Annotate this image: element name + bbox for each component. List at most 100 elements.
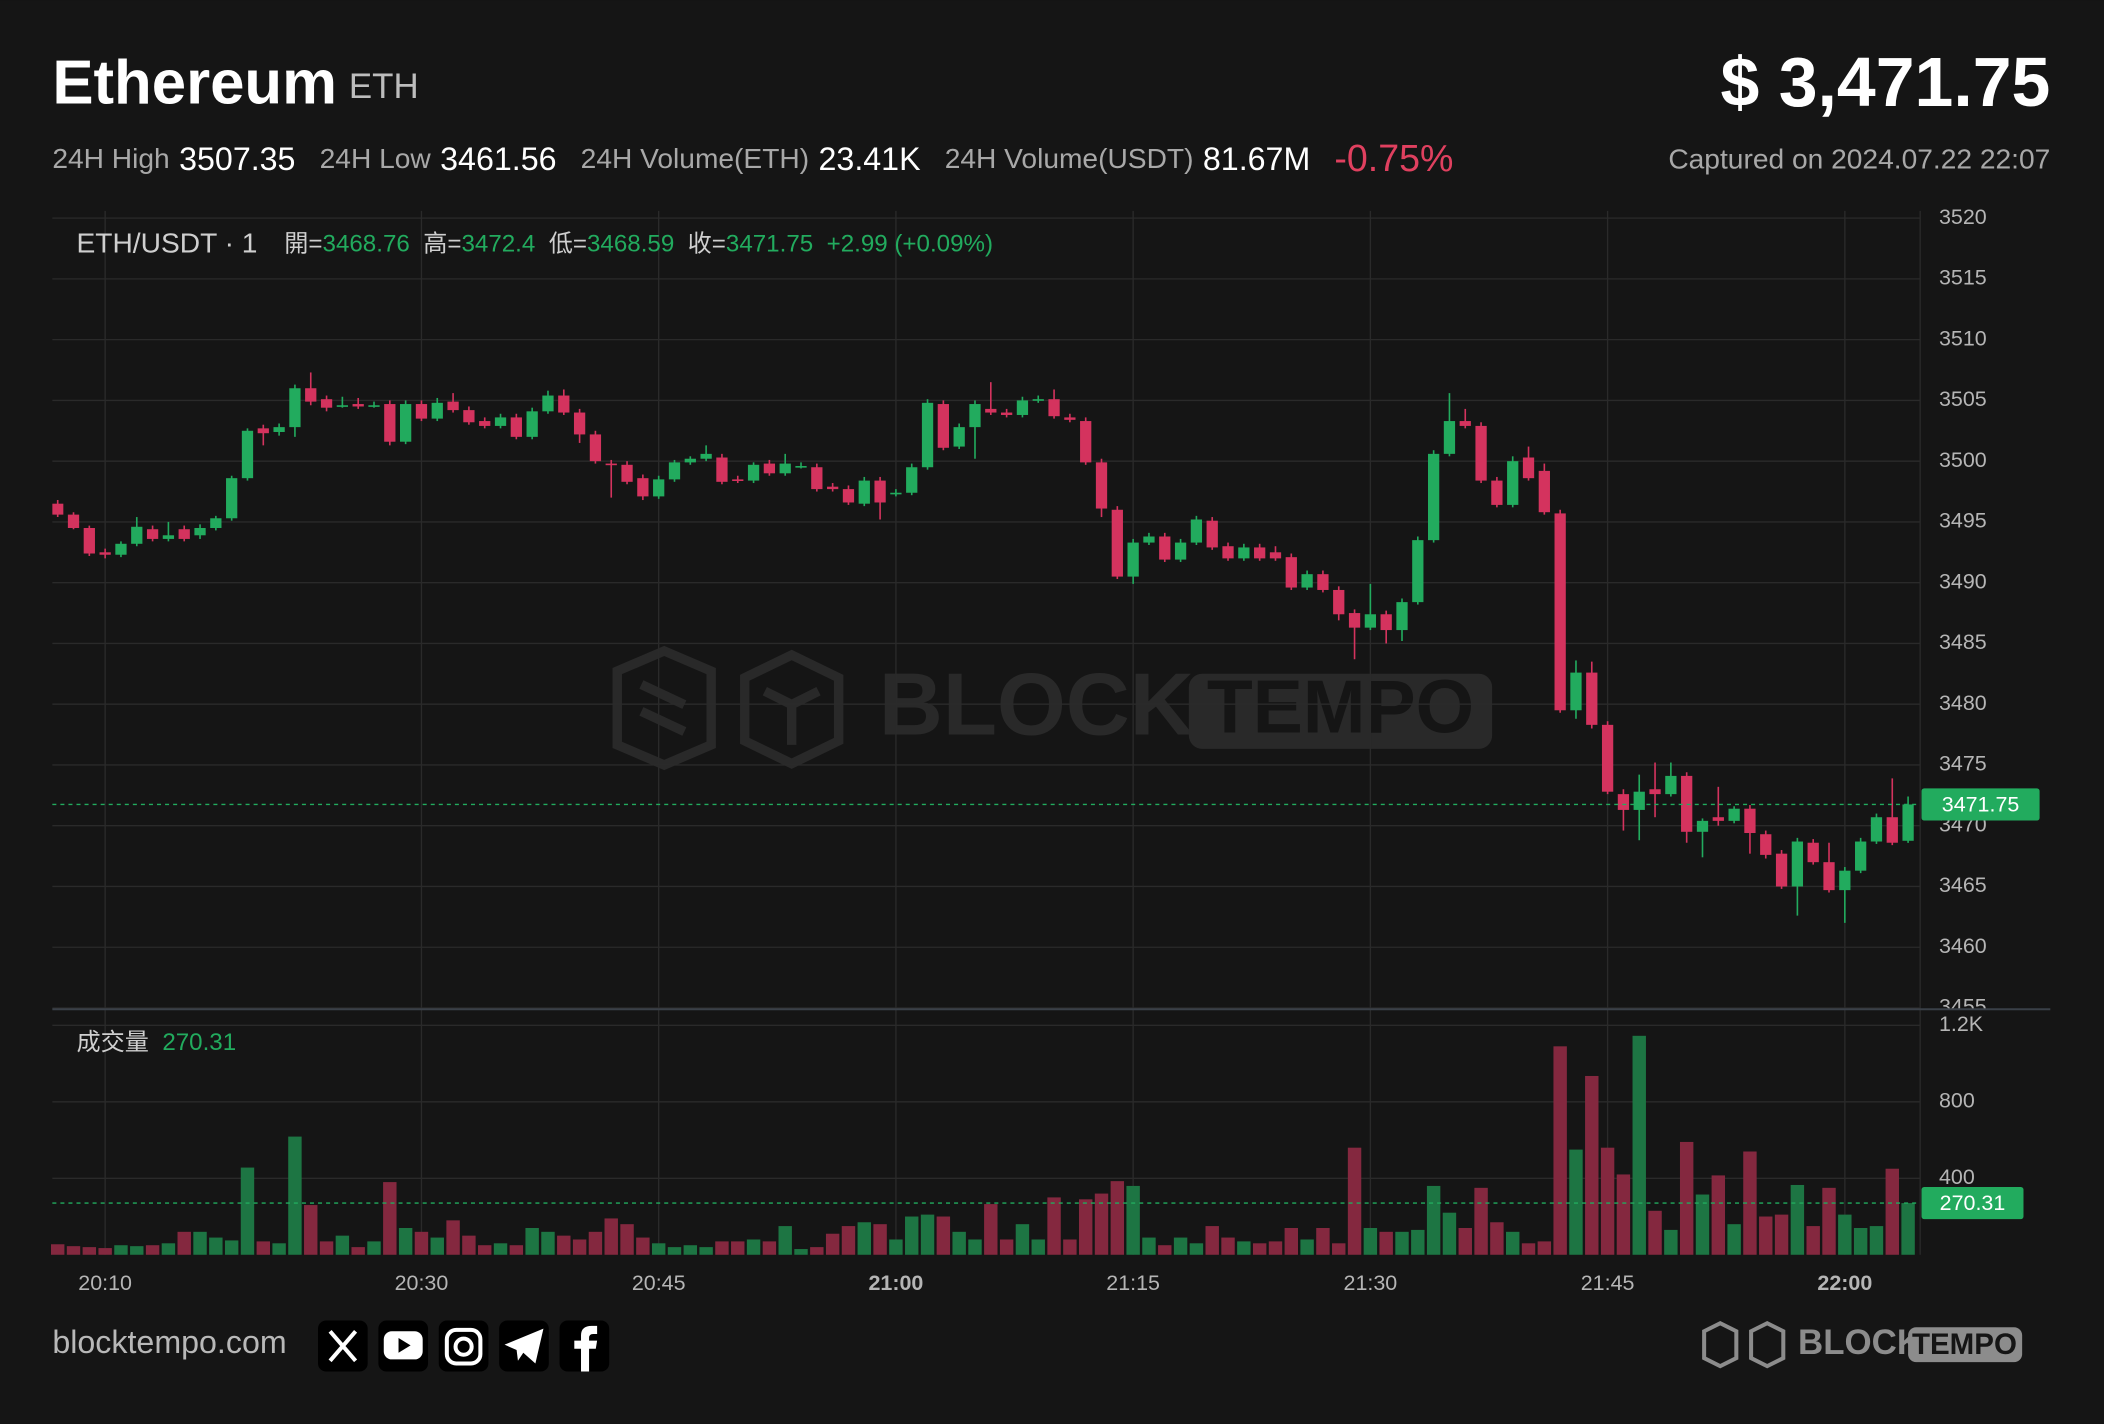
candle-body: [1080, 421, 1092, 463]
candle-body: [1649, 789, 1661, 795]
volume-bar: [367, 1241, 381, 1255]
volume-bar: [1316, 1228, 1330, 1255]
x-tick-label: 21:45: [1581, 1271, 1635, 1295]
telegram-glyph: [504, 1328, 544, 1364]
candle-body: [1475, 425, 1487, 481]
volume-bar: [1395, 1231, 1409, 1255]
y-tick-label: 400: [1939, 1165, 1975, 1189]
youtube-play: [398, 1337, 411, 1353]
candle-body: [763, 463, 776, 474]
ohlc-legend: ETH/USDT · 1 開=3468.76 高=3472.4 低=3468.59 收=…: [76, 227, 993, 259]
volume-bar: [1774, 1214, 1789, 1255]
volume-bar: [889, 1239, 903, 1255]
ohlc-label: 高=: [423, 231, 461, 258]
volume-bar: [1458, 1228, 1472, 1255]
ohlc-value: 3468.59: [587, 231, 674, 258]
volume-bar: [873, 1224, 887, 1255]
volume-bar: [762, 1241, 777, 1255]
y-tick-label: 3480: [1939, 691, 1987, 715]
candle-body: [1159, 536, 1171, 560]
candle-body: [1301, 574, 1313, 588]
candle-body: [384, 404, 396, 442]
volume-bar: [1031, 1239, 1045, 1255]
candle-body: [1317, 574, 1329, 590]
candle-body: [257, 428, 269, 434]
candle-body: [463, 410, 475, 423]
logo-badge: [1908, 1327, 2023, 1363]
ohlc-label: 低=: [549, 231, 587, 258]
candle-body: [1254, 547, 1266, 559]
candle-body: [985, 408, 997, 413]
ohlc-label: 收=: [688, 231, 726, 258]
volume-bar: [478, 1245, 492, 1255]
volume-bar: [1237, 1241, 1251, 1255]
volume-bar: [446, 1220, 460, 1255]
y-tick-label: 3505: [1939, 387, 1987, 411]
volume-bar: [984, 1204, 998, 1255]
ohlc-value: 3472.4: [461, 231, 535, 258]
volume-bar: [1363, 1228, 1378, 1255]
candle-body: [1222, 546, 1234, 559]
instagram-lens: [453, 1336, 474, 1357]
volume-bar: [114, 1245, 128, 1255]
candle-body: [1681, 775, 1693, 832]
volume-bar: [1553, 1046, 1567, 1255]
candle-body: [131, 526, 143, 544]
volume-bar: [383, 1182, 397, 1255]
candle-body: [874, 480, 886, 503]
volume-bar: [1616, 1174, 1631, 1255]
volume-bar: [1822, 1187, 1836, 1255]
candle-body: [1016, 400, 1029, 415]
candle-body: [1285, 557, 1297, 588]
candle-body: [52, 503, 64, 515]
candle-body: [811, 467, 823, 490]
candle-body: [1855, 841, 1867, 871]
volume-bar: [1379, 1231, 1393, 1255]
candle-body: [1807, 842, 1819, 863]
y-tick-label: 3520: [1939, 205, 1987, 229]
candle-body: [1617, 794, 1630, 810]
candle-body: [621, 464, 633, 482]
candle-body: [241, 430, 254, 479]
candle-body: [1791, 841, 1804, 887]
candle-body: [842, 489, 855, 503]
volume-bar: [430, 1237, 444, 1255]
candle-body: [1712, 817, 1724, 821]
candle-body: [716, 457, 728, 482]
volume-bar: [557, 1235, 571, 1255]
volume-bar: [636, 1237, 650, 1255]
volume-bar: [731, 1241, 745, 1255]
volume-legend: 成交量 270.31: [76, 1029, 236, 1056]
stats-row: 24H High 3507.35 24H Low 3461.56 24H Volume(…: [52, 137, 1453, 179]
candle-body: [273, 427, 285, 432]
stat-value: 81.67M: [1203, 141, 1310, 177]
logo-text: TEMPO: [1912, 1328, 2017, 1361]
chart-area: 3455346034653470347534803485349034953500…: [50, 205, 2040, 1295]
volume-bar: [288, 1136, 302, 1255]
candle-body: [558, 395, 570, 413]
volume-bar: [335, 1235, 350, 1255]
logo-icon: [1702, 1320, 1786, 1369]
candle-body: [668, 462, 681, 480]
volume-bar: [1110, 1181, 1125, 1255]
volume-bar: [509, 1245, 524, 1255]
volume-bar: [209, 1237, 223, 1255]
candle-body: [684, 458, 696, 463]
candle-body: [194, 527, 206, 536]
y-tick-label: 3510: [1939, 326, 1987, 350]
volume-bar: [952, 1231, 966, 1255]
candle-body: [573, 412, 586, 435]
candle-body: [1238, 547, 1250, 559]
candle-body: [937, 404, 949, 448]
volume-bar: [699, 1247, 713, 1255]
candle-body: [858, 480, 870, 504]
candle-body: [1696, 820, 1709, 832]
symbol-label: ETH/USDT · 1: [76, 227, 257, 259]
y-tick-label: 1.2K: [1939, 1012, 1984, 1036]
candle-body: [1839, 870, 1851, 891]
volume-bar: [588, 1231, 603, 1255]
volume-bar: [1205, 1226, 1219, 1255]
volume-bar: [683, 1245, 698, 1255]
volume-bar: [1252, 1243, 1267, 1255]
candles: [52, 372, 1914, 923]
